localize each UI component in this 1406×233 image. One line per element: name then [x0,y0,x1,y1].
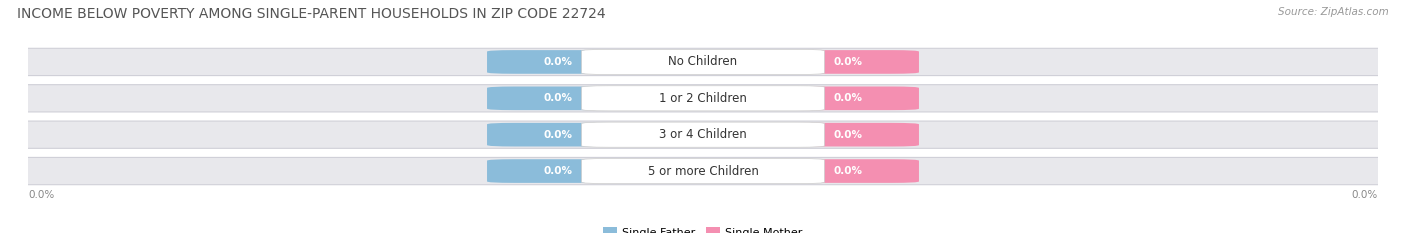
FancyBboxPatch shape [486,50,628,74]
Text: No Children: No Children [668,55,738,69]
FancyBboxPatch shape [0,48,1406,75]
FancyBboxPatch shape [0,85,1406,112]
Text: 0.0%: 0.0% [834,130,863,140]
FancyBboxPatch shape [486,86,628,110]
FancyBboxPatch shape [486,123,628,147]
Text: 0.0%: 0.0% [543,130,572,140]
Text: 0.0%: 0.0% [543,57,572,67]
FancyBboxPatch shape [582,158,824,184]
FancyBboxPatch shape [582,122,824,147]
FancyBboxPatch shape [778,159,920,183]
Text: 1 or 2 Children: 1 or 2 Children [659,92,747,105]
Text: 0.0%: 0.0% [834,57,863,67]
FancyBboxPatch shape [0,121,1406,148]
Text: 0.0%: 0.0% [543,166,572,176]
Text: 5 or more Children: 5 or more Children [648,164,758,178]
FancyBboxPatch shape [486,159,628,183]
FancyBboxPatch shape [582,49,824,75]
Legend: Single Father, Single Mother: Single Father, Single Mother [599,223,807,233]
FancyBboxPatch shape [582,86,824,111]
FancyBboxPatch shape [0,158,1406,185]
Text: 0.0%: 0.0% [834,166,863,176]
Text: INCOME BELOW POVERTY AMONG SINGLE-PARENT HOUSEHOLDS IN ZIP CODE 22724: INCOME BELOW POVERTY AMONG SINGLE-PARENT… [17,7,606,21]
Text: 3 or 4 Children: 3 or 4 Children [659,128,747,141]
FancyBboxPatch shape [778,86,920,110]
Text: 0.0%: 0.0% [28,190,55,200]
FancyBboxPatch shape [778,123,920,147]
Text: 0.0%: 0.0% [1351,190,1378,200]
Text: 0.0%: 0.0% [834,93,863,103]
FancyBboxPatch shape [778,50,920,74]
Text: 0.0%: 0.0% [543,93,572,103]
Text: Source: ZipAtlas.com: Source: ZipAtlas.com [1278,7,1389,17]
